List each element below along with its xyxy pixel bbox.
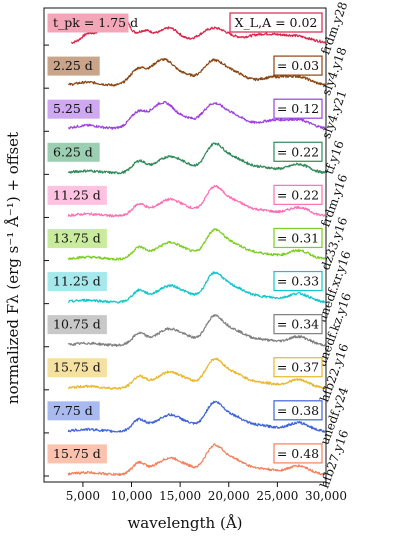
time-label: 13.75 d bbox=[53, 230, 101, 245]
x-tick-label: 30,000 bbox=[305, 489, 347, 503]
xla-label: = 0.22 bbox=[277, 144, 319, 159]
spectrum-line bbox=[67, 314, 327, 347]
xla-box bbox=[273, 270, 323, 292]
x-tick-label: 25,000 bbox=[256, 489, 298, 503]
series-dz33.y16: 13.75 d = 0.31 dz33.y16 bbox=[44, 215, 350, 272]
time-label: 15.75 d bbox=[53, 360, 101, 375]
spectrum-line bbox=[67, 400, 327, 433]
time-box bbox=[47, 401, 100, 421]
xla-box bbox=[229, 12, 323, 33]
spectrum-line bbox=[67, 101, 327, 130]
xla-label: = 0.34 bbox=[277, 317, 319, 332]
xla-label: = 0.22 bbox=[277, 187, 319, 202]
time-box bbox=[47, 228, 107, 248]
x-tick-label: 20,000 bbox=[208, 489, 250, 503]
time-box bbox=[47, 56, 100, 76]
xla-label: = 0.12 bbox=[277, 101, 319, 116]
series-tf.y16: 6.25 d = 0.22 tf.y16 bbox=[44, 139, 347, 176]
time-label: t_pk = 1.75 d bbox=[53, 15, 138, 30]
x-tick-label: 5,000 bbox=[66, 489, 100, 503]
xla-label: X_L,A = 0.02 bbox=[235, 15, 318, 30]
spectrum-line bbox=[67, 357, 327, 390]
model-label: sly4.y21 bbox=[319, 88, 349, 140]
x-axis: 5,000 10,000 15,000 20,000 25,000 30,000 bbox=[66, 482, 347, 503]
y-axis-title: normalized Fλ (erg s⁻¹ Å⁻¹) + offset bbox=[4, 132, 22, 404]
xla-label: = 0.31 bbox=[277, 230, 319, 245]
xla-label: = 0.33 bbox=[277, 274, 319, 289]
time-box bbox=[47, 272, 107, 292]
time-box bbox=[47, 185, 107, 205]
y-axis-title-group: normalized Fλ (erg s⁻¹ Å⁻¹) + offset bbox=[4, 132, 22, 404]
spectrum-line bbox=[67, 271, 327, 304]
xla-box bbox=[273, 314, 323, 335]
time-label: 10.75 d bbox=[53, 317, 101, 332]
time-label: 2.25 d bbox=[53, 58, 93, 73]
time-label: 5.25 d bbox=[53, 101, 93, 116]
xla-box bbox=[273, 443, 323, 464]
x-axis-title: wavelength (Å) bbox=[127, 514, 242, 532]
time-box bbox=[47, 13, 129, 33]
time-label: 6.25 d bbox=[53, 144, 93, 159]
x-tick-label: 10,000 bbox=[111, 489, 153, 503]
time-label: 7.75 d bbox=[53, 403, 93, 418]
xla-box bbox=[273, 98, 323, 119]
time-box bbox=[47, 358, 107, 378]
spectrum-line bbox=[67, 443, 326, 477]
xla-box bbox=[273, 141, 323, 162]
series-sly4.y21: 5.25 d = 0.12 sly4.y21 bbox=[44, 88, 349, 140]
time-box bbox=[47, 99, 100, 119]
spectrum-line bbox=[67, 228, 326, 261]
xla-box bbox=[273, 227, 323, 249]
xla-box bbox=[273, 357, 323, 378]
spectrum-line bbox=[67, 142, 326, 175]
xla-label: = 0.48 bbox=[277, 446, 319, 461]
xla-box bbox=[273, 184, 323, 205]
time-label: 15.75 d bbox=[53, 446, 101, 461]
series-sly4.y18: 2.25 d = 0.03 sly4.y18 bbox=[44, 45, 349, 97]
series-frdm.y16: 11.25 d = 0.22 frdm.y16 bbox=[44, 172, 350, 229]
time-label: 11.25 d bbox=[53, 274, 101, 289]
model-label: tf.y16 bbox=[322, 139, 347, 176]
time-box bbox=[47, 315, 107, 335]
plot-border bbox=[43, 7, 327, 483]
plot-frame bbox=[43, 7, 327, 483]
spectrum-line bbox=[67, 58, 327, 87]
spectrum-line bbox=[67, 184, 327, 218]
x-tick-label: 15,000 bbox=[159, 489, 201, 503]
xla-box bbox=[273, 400, 323, 421]
time-label: 11.25 d bbox=[53, 187, 101, 202]
xla-label: = 0.38 bbox=[277, 403, 319, 418]
xla-label: = 0.37 bbox=[277, 360, 319, 375]
time-box bbox=[47, 142, 100, 162]
xla-label: = 0.03 bbox=[277, 58, 319, 73]
time-box bbox=[47, 444, 107, 464]
xla-box bbox=[273, 55, 323, 76]
